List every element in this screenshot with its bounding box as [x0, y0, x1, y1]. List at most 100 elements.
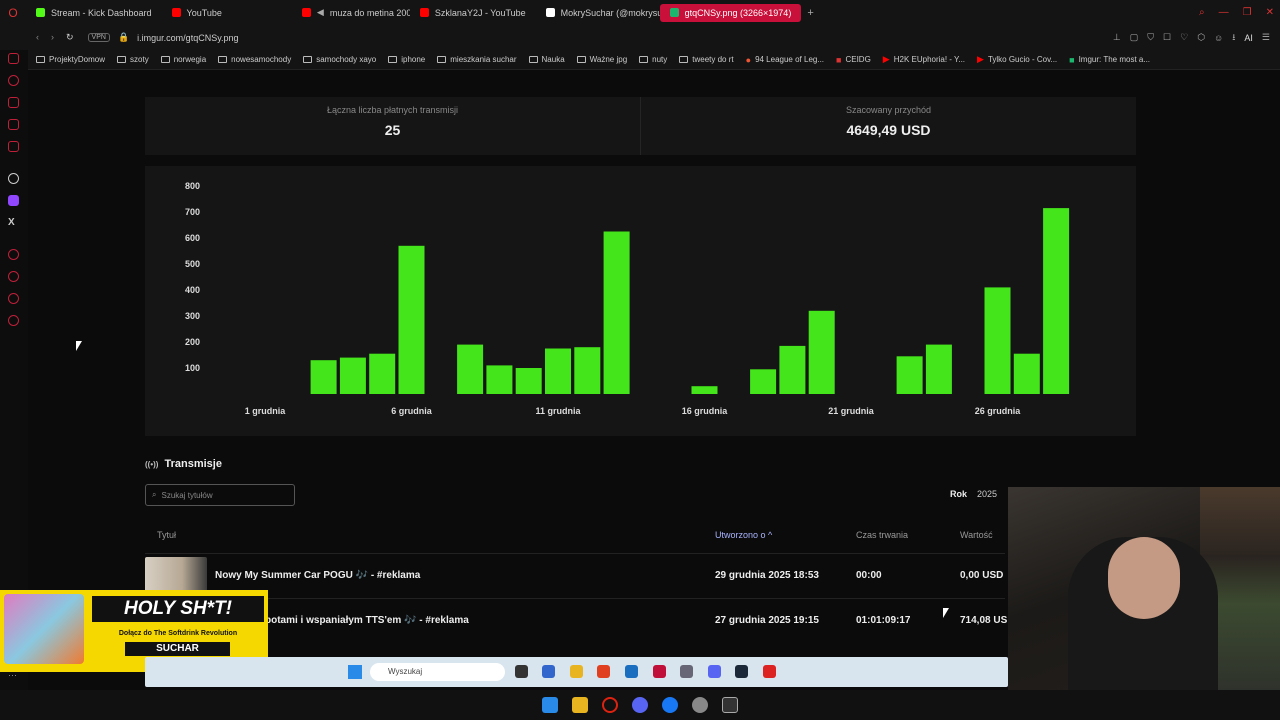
- sidebar-icon-1[interactable]: [8, 53, 19, 64]
- chatgpt-icon[interactable]: [8, 173, 19, 184]
- sidebar-icon-2[interactable]: [8, 75, 19, 86]
- table-row[interactable]: botami i wspaniałym TTS'em 🎶 - #reklama …: [145, 598, 1007, 642]
- shield-icon[interactable]: ⛉: [1147, 32, 1155, 42]
- discord-icon[interactable]: [632, 697, 648, 713]
- bookmark-label: 94 League of Leg...: [755, 55, 825, 64]
- sidebar-icon-4[interactable]: [8, 119, 19, 130]
- chart-bar[interactable]: [925, 344, 952, 394]
- search-input[interactable]: ⌕ Szukaj tytułów: [145, 484, 295, 506]
- pin-icon[interactable]: ⊥: [1112, 32, 1121, 42]
- back-icon[interactable]: ‹: [36, 32, 39, 42]
- bookmark-label: Ważne jpg: [589, 55, 628, 64]
- extensions-icon[interactable]: ⬡: [1197, 32, 1206, 42]
- tab-imgur[interactable]: gtqCNSy.png (3266×1974): [659, 3, 802, 22]
- bookmark-item[interactable]: mieszkania suchar: [437, 55, 517, 64]
- browser-tab-bar: O Stream - Kick Dashboard YouTube ◀ muza …: [0, 0, 1280, 25]
- x-icon[interactable]: X: [8, 217, 15, 228]
- profile-icon[interactable]: ☺: [1214, 32, 1224, 43]
- year-value[interactable]: 2025: [977, 489, 998, 499]
- sidebar-icon-5[interactable]: [8, 141, 19, 152]
- bookmark-item[interactable]: nuty: [639, 55, 667, 64]
- brave-icon: [597, 665, 610, 678]
- bookmark-item[interactable]: ● 94 League of Leg...: [746, 55, 824, 65]
- bookmark-item[interactable]: ProjektyDomow: [36, 55, 105, 64]
- chart-bar[interactable]: [896, 356, 923, 394]
- chart-bar[interactable]: [1043, 208, 1070, 394]
- forward-icon[interactable]: ›: [51, 32, 54, 42]
- chart-bar[interactable]: [339, 357, 366, 394]
- table-row[interactable]: Nowy My Summer Car POGU 🎶 - #reklama 29 …: [145, 553, 1005, 597]
- reload-icon[interactable]: ↻: [66, 32, 74, 42]
- year-filter[interactable]: Rok 2025: [950, 489, 997, 499]
- chart-bar[interactable]: [545, 348, 571, 395]
- bookmark-item[interactable]: ▶ H2K EUphoria! - Y...: [883, 54, 965, 65]
- bookmark-item[interactable]: nowesamochody: [218, 55, 291, 64]
- download-icon[interactable]: ⭳: [1232, 31, 1236, 42]
- twitch-icon[interactable]: [8, 195, 19, 206]
- bookmark-item[interactable]: norwegia: [160, 55, 206, 64]
- bookmark-item[interactable]: ■ CEIDG: [836, 55, 871, 65]
- explorer-icon[interactable]: [572, 697, 588, 713]
- header-value[interactable]: Wartość: [960, 530, 993, 540]
- url-field[interactable]: i.imgur.com/gtqCNSy.png: [137, 32, 239, 43]
- settings-icon[interactable]: [8, 315, 19, 326]
- bookmark-item[interactable]: ■ Imgur: The most a...: [1069, 55, 1150, 65]
- chart-bar[interactable]: [984, 287, 1011, 394]
- chart-bar[interactable]: [750, 369, 777, 394]
- obs-icon[interactable]: [692, 697, 708, 713]
- header-created[interactable]: Utworzono o ^: [715, 530, 773, 540]
- history-icon[interactable]: [8, 271, 19, 282]
- sidebar-icon-7[interactable]: [8, 293, 19, 304]
- bookmark-item[interactable]: ▶ Tylko Gucio - Cov...: [977, 54, 1057, 65]
- chart-bar[interactable]: [603, 231, 630, 395]
- bookmark-item[interactable]: Nauka: [528, 55, 565, 64]
- tab-kick[interactable]: Stream - Kick Dashboard: [26, 0, 162, 25]
- sidebar-icon-3[interactable]: [8, 97, 19, 108]
- sidebar-icon-6[interactable]: [8, 249, 19, 260]
- minimize-icon[interactable]: —: [1218, 7, 1229, 18]
- header-title[interactable]: Tytuł: [157, 530, 177, 540]
- chart-bar[interactable]: [369, 353, 396, 394]
- tab-muza[interactable]: ◀ muza do metina 2009: [292, 0, 410, 25]
- opera-logo-icon[interactable]: O: [8, 5, 18, 20]
- menu-icon[interactable]: ☰: [1261, 32, 1270, 42]
- youtube-icon: ▶: [977, 54, 984, 64]
- maximize-icon[interactable]: ❐: [1242, 7, 1252, 18]
- tab-label: YouTube: [186, 7, 222, 18]
- ai-button[interactable]: AI: [1244, 32, 1253, 43]
- facebook-icon[interactable]: [662, 697, 678, 713]
- bookmark-icon[interactable]: ☐: [1163, 32, 1172, 42]
- tab-youtube[interactable]: YouTube: [162, 0, 232, 25]
- search-tabs-icon[interactable]: ⌕: [1199, 7, 1205, 18]
- chart-bar[interactable]: [574, 347, 601, 394]
- chart-bar[interactable]: [486, 365, 513, 394]
- terminal-icon[interactable]: [722, 697, 738, 713]
- opera-icon[interactable]: [602, 697, 618, 713]
- bookmark-item[interactable]: samochody xayo: [303, 55, 376, 64]
- more-icon[interactable]: ···: [8, 670, 17, 680]
- chart-bar[interactable]: [691, 386, 718, 394]
- tab-szklana[interactable]: SzklanaY2J - YouTube: [410, 0, 536, 25]
- row-title: botami i wspaniałym TTS'em 🎶 - #reklama: [265, 615, 469, 626]
- bookmark-label: ProjektyDomow: [49, 55, 106, 64]
- chart-bar[interactable]: [779, 345, 806, 394]
- new-tab-icon[interactable]: +: [807, 6, 814, 19]
- snapshot-icon[interactable]: ▢: [1129, 32, 1139, 42]
- start-icon[interactable]: [542, 697, 558, 713]
- bookmark-item[interactable]: Ważne jpg: [576, 55, 628, 64]
- close-icon[interactable]: ✕: [1265, 7, 1274, 18]
- vpn-badge[interactable]: VPN: [87, 33, 110, 42]
- webcam-overlay: [1008, 487, 1280, 720]
- bookmark-item[interactable]: szoty: [117, 55, 149, 64]
- chart-bar[interactable]: [808, 310, 835, 394]
- chart-bar[interactable]: [515, 368, 542, 394]
- bookmark-item[interactable]: iphone: [388, 55, 425, 64]
- chart-bar[interactable]: [310, 360, 337, 394]
- bookmark-item[interactable]: tweety do rt: [679, 55, 734, 64]
- heart-icon[interactable]: ♡: [1180, 32, 1189, 42]
- header-duration[interactable]: Czas trwania: [856, 530, 909, 540]
- chart-bar[interactable]: [398, 245, 425, 394]
- tab-tiktok[interactable]: MokrySuchar (@mokrysu: [536, 0, 660, 25]
- chart-bar[interactable]: [457, 344, 484, 394]
- chart-bar[interactable]: [1013, 353, 1040, 394]
